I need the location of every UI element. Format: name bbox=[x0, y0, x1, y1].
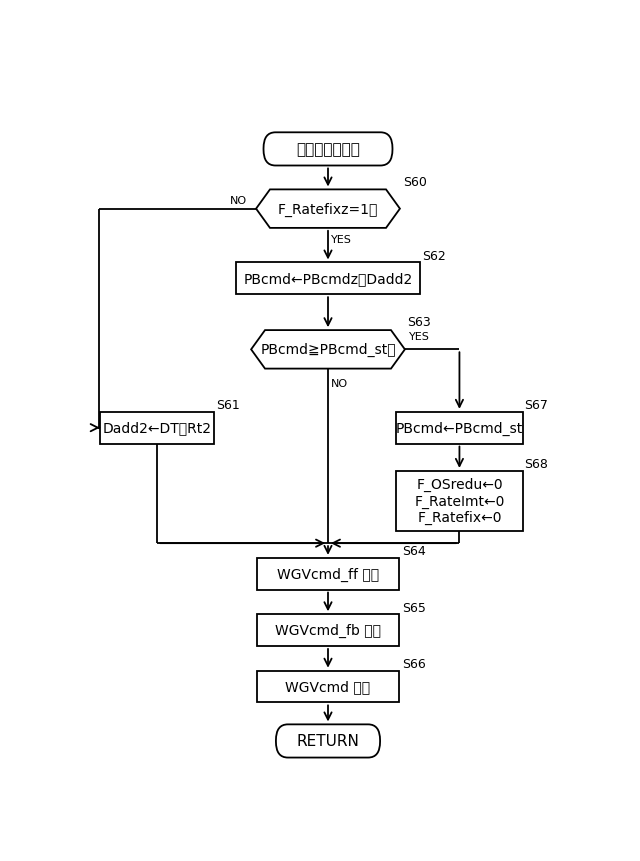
Text: WGVcmd 算出: WGVcmd 算出 bbox=[285, 679, 371, 694]
Text: YES: YES bbox=[409, 332, 429, 342]
Text: S65: S65 bbox=[403, 601, 426, 614]
Text: F_OSredu←0
F_RateImt←0
F_Ratefix←0: F_OSredu←0 F_RateImt←0 F_Ratefix←0 bbox=[414, 478, 504, 524]
FancyBboxPatch shape bbox=[264, 133, 392, 166]
FancyBboxPatch shape bbox=[257, 558, 399, 590]
Text: WGVcmd_ff 算出: WGVcmd_ff 算出 bbox=[277, 567, 379, 581]
Text: S64: S64 bbox=[403, 544, 426, 557]
Text: PBcmd≧PBcmd_st？: PBcmd≧PBcmd_st？ bbox=[260, 343, 396, 357]
Text: WGVcmd_fb 算出: WGVcmd_fb 算出 bbox=[275, 623, 381, 637]
Text: NO: NO bbox=[230, 195, 247, 206]
FancyBboxPatch shape bbox=[236, 263, 420, 295]
FancyBboxPatch shape bbox=[257, 671, 399, 703]
FancyBboxPatch shape bbox=[276, 724, 380, 758]
Text: RETURN: RETURN bbox=[296, 734, 360, 748]
Text: S68: S68 bbox=[524, 457, 548, 471]
FancyBboxPatch shape bbox=[396, 412, 523, 444]
Text: 固定レート制御: 固定レート制御 bbox=[296, 142, 360, 158]
Text: Dadd2←DT・Rt2: Dadd2←DT・Rt2 bbox=[102, 421, 211, 435]
Polygon shape bbox=[256, 190, 400, 229]
Text: PBcmd←PBcmdz＋Dadd2: PBcmd←PBcmdz＋Dadd2 bbox=[243, 272, 413, 286]
Text: YES: YES bbox=[331, 235, 352, 245]
Text: NO: NO bbox=[331, 379, 348, 389]
Text: S63: S63 bbox=[408, 316, 431, 329]
Text: PBcmd←PBcmd_st: PBcmd←PBcmd_st bbox=[396, 421, 523, 436]
Text: S62: S62 bbox=[422, 250, 446, 263]
FancyBboxPatch shape bbox=[100, 412, 214, 444]
FancyBboxPatch shape bbox=[396, 471, 523, 531]
Polygon shape bbox=[251, 331, 405, 369]
Text: S66: S66 bbox=[403, 657, 426, 670]
Text: S61: S61 bbox=[216, 399, 240, 412]
Text: F_Ratefixz=1？: F_Ratefixz=1？ bbox=[278, 202, 378, 216]
FancyBboxPatch shape bbox=[257, 615, 399, 647]
Text: S67: S67 bbox=[524, 399, 548, 412]
Text: S60: S60 bbox=[403, 176, 428, 189]
